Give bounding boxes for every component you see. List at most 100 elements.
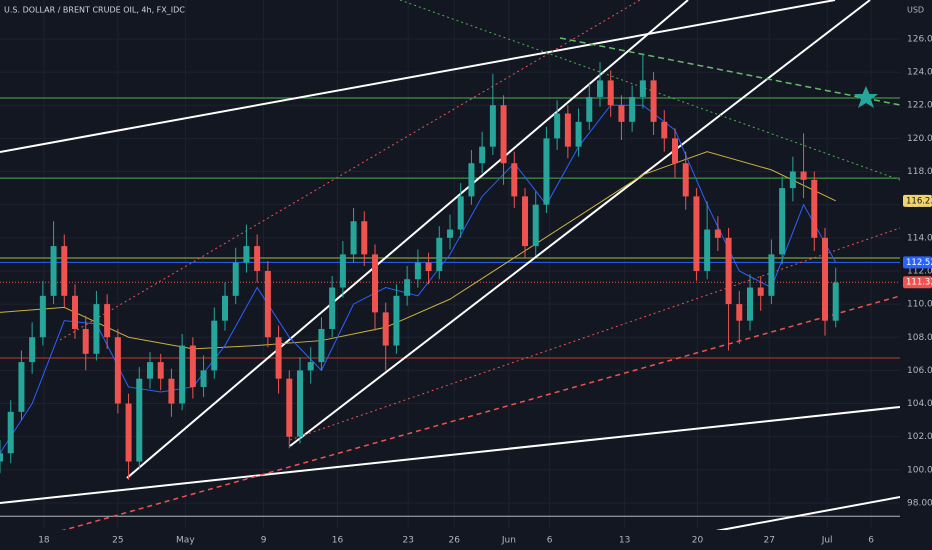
candle-body bbox=[714, 229, 721, 238]
grid bbox=[0, 0, 900, 528]
candle-body bbox=[243, 246, 250, 263]
trend-line bbox=[0, 0, 836, 153]
candle-body bbox=[254, 246, 261, 271]
candle-body bbox=[693, 196, 700, 271]
price-label-box bbox=[903, 276, 932, 289]
candle-body bbox=[682, 163, 689, 197]
trend-line bbox=[0, 406, 901, 504]
candle-body bbox=[372, 254, 378, 313]
candle-body bbox=[757, 287, 764, 296]
candle-body bbox=[414, 262, 421, 280]
y-tick-label: 106.00 bbox=[907, 366, 932, 376]
x-tick-label: 13 bbox=[619, 536, 630, 546]
candle-body bbox=[479, 146, 486, 164]
x-tick-label: Jul bbox=[821, 536, 833, 546]
candle-body bbox=[82, 328, 89, 354]
channel-line bbox=[59, 0, 641, 341]
candle-body bbox=[564, 113, 571, 147]
candle-body bbox=[72, 295, 78, 329]
trend-line bbox=[704, 496, 901, 534]
x-tick-label: 18 bbox=[38, 536, 50, 546]
candle-body bbox=[286, 378, 293, 437]
y-tick-label: 120.00 bbox=[907, 134, 932, 144]
drawings bbox=[0, 0, 901, 549]
trend-line bbox=[289, 0, 871, 447]
x-tick-label: 6 bbox=[868, 536, 874, 546]
price-label: 112.52 bbox=[906, 258, 932, 268]
candle-body bbox=[39, 295, 46, 338]
candle-body bbox=[789, 171, 796, 189]
candle-body bbox=[811, 179, 818, 238]
currency-label: USD bbox=[907, 6, 924, 15]
candle-body bbox=[136, 378, 143, 462]
candle-body bbox=[147, 362, 153, 379]
candle-body bbox=[275, 337, 282, 379]
candle-body bbox=[104, 304, 111, 338]
candle-body bbox=[211, 320, 218, 371]
x-tick-label: 26 bbox=[449, 536, 461, 546]
x-tick-label: 27 bbox=[764, 536, 775, 546]
candle-body bbox=[532, 204, 539, 247]
x-tick-label: 25 bbox=[112, 536, 123, 546]
candle-body bbox=[168, 378, 175, 404]
candle-body bbox=[747, 287, 753, 321]
y-tick-label: 102.00 bbox=[907, 432, 932, 442]
x-tick-label: 20 bbox=[692, 536, 704, 546]
candle-body bbox=[522, 196, 528, 247]
y-tick-label: 104.00 bbox=[907, 399, 932, 409]
candle-body bbox=[597, 80, 603, 97]
candle-body bbox=[800, 171, 807, 180]
time-axis bbox=[0, 530, 900, 550]
candle-body bbox=[50, 246, 57, 296]
candle-body bbox=[307, 362, 314, 371]
candle-body bbox=[404, 279, 411, 296]
candle-body bbox=[93, 304, 100, 354]
resistance-line bbox=[559, 37, 901, 106]
price-label: 111.32 bbox=[906, 278, 932, 288]
candle-body bbox=[736, 304, 743, 321]
candle-body bbox=[779, 188, 786, 255]
candle-body bbox=[61, 246, 68, 296]
candle-body bbox=[554, 113, 561, 139]
price-label: 116.23 bbox=[906, 196, 932, 206]
moving-average bbox=[0, 151, 836, 350]
candle-body bbox=[489, 105, 496, 147]
candle-body bbox=[329, 287, 336, 329]
candle-body bbox=[189, 345, 196, 387]
y-tick-label: 100.00 bbox=[907, 465, 932, 475]
axes: 98.00 100.00 102.00 104.00 106.00 108.00 110.0… bbox=[38, 34, 932, 546]
x-tick-label: 23 bbox=[402, 536, 413, 546]
candle-body bbox=[339, 254, 346, 288]
candle-body bbox=[672, 138, 678, 164]
candle-body bbox=[157, 362, 164, 379]
candle-body bbox=[0, 453, 3, 462]
candle-body bbox=[607, 80, 614, 106]
candles bbox=[0, 53, 839, 480]
x-tick-label: 6 bbox=[547, 536, 553, 546]
candle-body bbox=[586, 96, 593, 122]
y-tick-label: 118.00 bbox=[907, 167, 932, 177]
y-tick-label: 108.00 bbox=[907, 333, 932, 343]
candle-body bbox=[768, 254, 775, 296]
x-tick-label: 16 bbox=[332, 536, 344, 546]
x-tick-label: May bbox=[176, 536, 195, 546]
y-tick-label: 124.00 bbox=[907, 68, 932, 78]
candle-body bbox=[822, 237, 828, 321]
price-label-box bbox=[903, 194, 932, 207]
candle-body bbox=[297, 370, 303, 437]
candle-body bbox=[350, 221, 357, 255]
chart-title: U.S. DOLLAR / BRENT CRUDE OIL, 4h, FX_ID… bbox=[4, 6, 185, 15]
candle-body bbox=[618, 105, 625, 122]
candle-body bbox=[393, 295, 400, 346]
x-tick-label: Jun bbox=[501, 536, 516, 546]
candle-body bbox=[650, 80, 657, 122]
candle-body bbox=[725, 237, 732, 305]
candle-body bbox=[264, 270, 271, 338]
candle-body bbox=[447, 229, 453, 238]
price-axis bbox=[900, 0, 932, 550]
candle-body bbox=[500, 105, 507, 164]
y-tick-label: 98.00 bbox=[907, 498, 932, 508]
candle-body bbox=[125, 403, 132, 462]
candle-body bbox=[222, 295, 228, 321]
